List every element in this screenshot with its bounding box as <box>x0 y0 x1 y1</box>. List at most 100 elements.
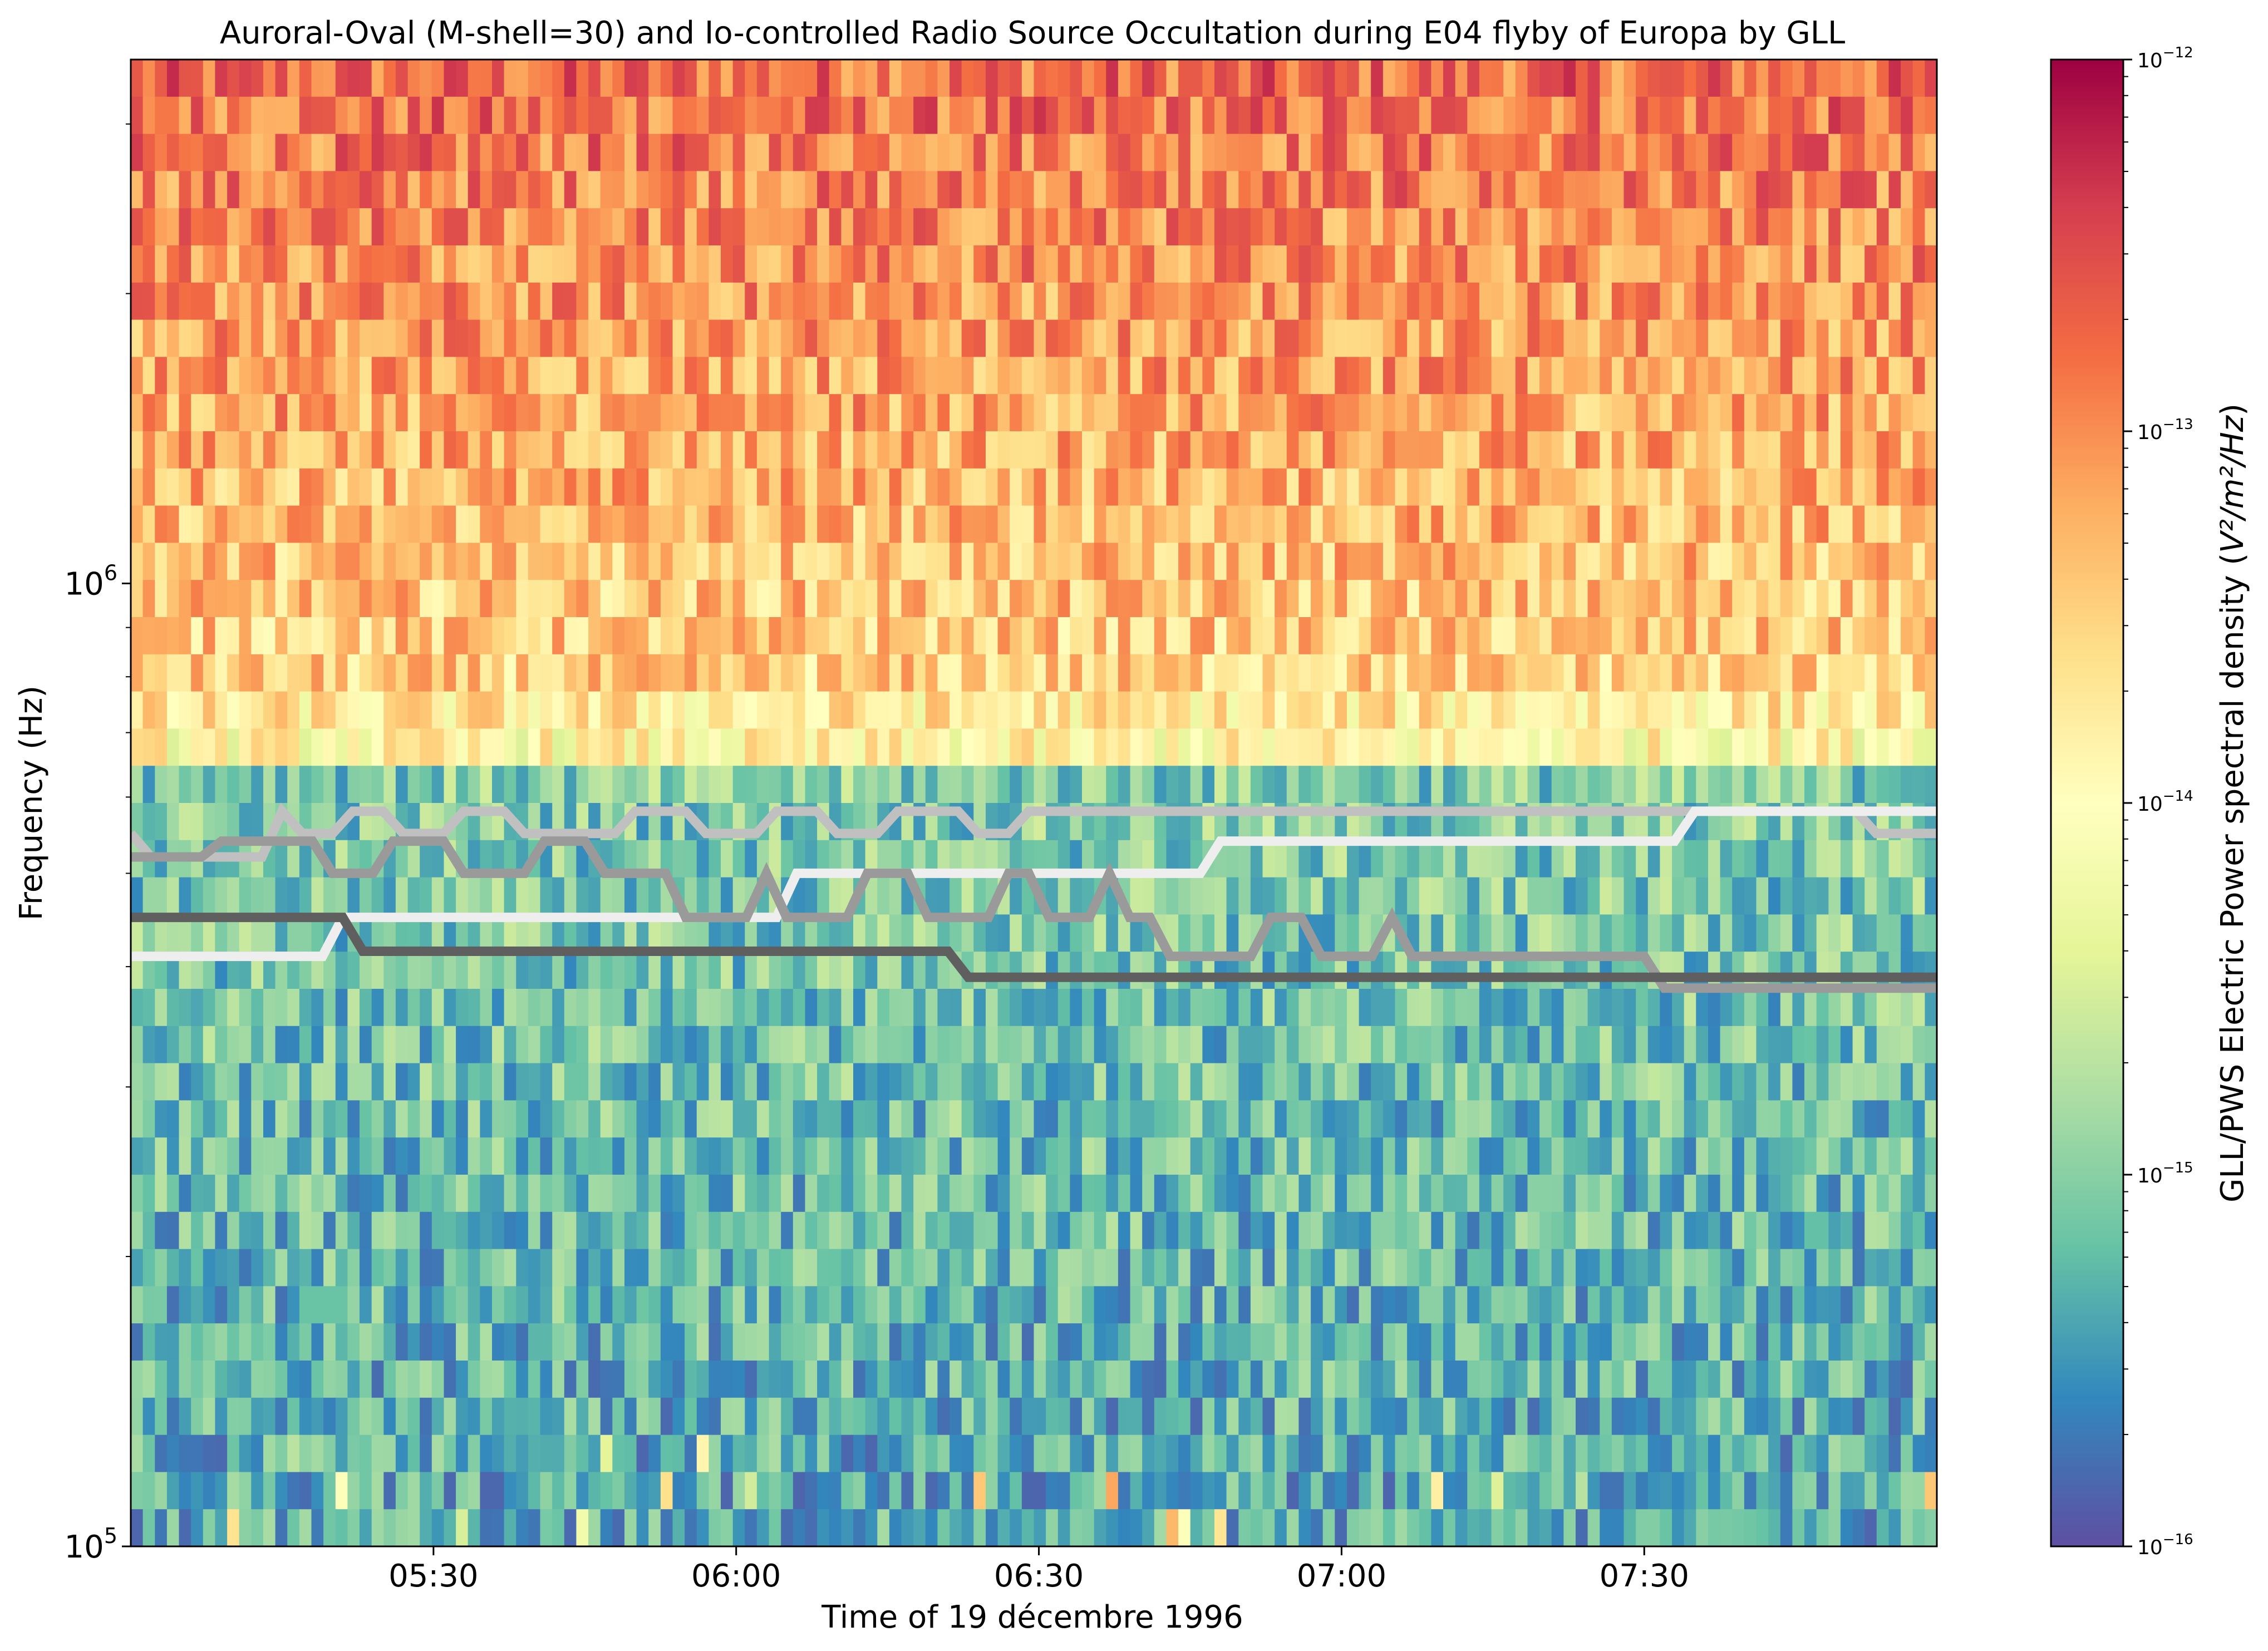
heatmap-cell <box>239 580 252 618</box>
heatmap-cell <box>1298 877 1311 915</box>
heatmap-cell <box>901 952 914 989</box>
heatmap-cell <box>552 1100 565 1138</box>
heatmap-cell <box>588 1100 601 1138</box>
heatmap-cell <box>1503 431 1516 469</box>
heatmap-cell <box>588 989 601 1027</box>
heatmap-cell <box>1094 468 1107 506</box>
heatmap-cell <box>877 989 890 1027</box>
heatmap-cell <box>1238 431 1251 469</box>
heatmap-cell <box>1455 617 1468 655</box>
heatmap-cell <box>961 840 975 878</box>
heatmap-cell <box>1262 208 1275 246</box>
heatmap-cell <box>528 914 541 952</box>
heatmap-cell <box>1720 394 1733 432</box>
heatmap-cell <box>1708 580 1721 618</box>
heatmap-cell <box>937 468 950 506</box>
heatmap-cell <box>1347 319 1360 358</box>
heatmap-cell <box>1021 617 1035 655</box>
heatmap-cell <box>732 1137 746 1175</box>
heatmap-cell <box>1804 877 1817 915</box>
heatmap-cell <box>528 282 541 321</box>
heatmap-cell <box>1901 543 1913 580</box>
heatmap-cell <box>480 357 493 395</box>
heatmap-cell <box>1503 543 1516 580</box>
heatmap-cell <box>732 1211 746 1250</box>
heatmap-cell <box>732 208 746 246</box>
heatmap-cell <box>781 543 794 580</box>
heatmap-cell <box>1491 319 1504 358</box>
heatmap-cell <box>1070 1137 1083 1175</box>
heatmap-cell <box>1828 989 1841 1027</box>
heatmap-cell <box>672 357 685 395</box>
heatmap-cell <box>817 728 830 766</box>
heatmap-cell <box>203 691 216 730</box>
heatmap-cell <box>612 505 625 544</box>
heatmap-cell <box>1864 431 1877 469</box>
heatmap-cell <box>1623 1100 1636 1138</box>
heatmap-cell <box>444 319 456 358</box>
heatmap-cell <box>600 60 613 97</box>
heatmap-cell <box>528 543 541 580</box>
heatmap-cell <box>685 319 697 358</box>
heatmap-cell <box>287 1026 300 1064</box>
heatmap-cell <box>131 468 144 506</box>
heatmap-cell <box>709 1211 721 1250</box>
heatmap-cell <box>805 691 818 730</box>
heatmap-cell <box>1864 208 1877 246</box>
heatmap-cell <box>1166 96 1179 135</box>
heatmap-cell <box>552 580 565 618</box>
heatmap-cell <box>1852 431 1865 469</box>
heatmap-cell <box>1816 1249 1829 1287</box>
heatmap-cell <box>576 877 589 915</box>
heatmap-cell <box>1443 245 1456 283</box>
heatmap-cell <box>937 1137 950 1175</box>
heatmap-cell <box>1539 766 1552 804</box>
heatmap-cell <box>516 319 529 358</box>
heatmap-cell <box>829 728 842 766</box>
heatmap-cell <box>973 877 986 915</box>
heatmap-cell <box>1142 580 1155 618</box>
heatmap-cell <box>1732 691 1745 730</box>
heatmap-cell <box>781 171 794 209</box>
heatmap-cell <box>1587 319 1600 358</box>
heatmap-cell <box>420 1249 432 1287</box>
heatmap-cell <box>1551 1100 1565 1138</box>
heatmap-cell <box>696 914 710 952</box>
heatmap-cell <box>1371 431 1384 469</box>
heatmap-cell <box>504 1063 516 1101</box>
heatmap-cell <box>431 171 445 209</box>
heatmap-cell <box>1587 580 1600 618</box>
heatmap-cell <box>636 617 649 655</box>
heatmap-cell <box>853 1175 866 1213</box>
heatmap-cell <box>1660 580 1672 618</box>
heatmap-cell <box>1214 171 1227 209</box>
heatmap-cell <box>1852 357 1865 395</box>
heatmap-cell <box>1298 1211 1311 1250</box>
heatmap-cell <box>696 1137 710 1175</box>
heatmap-cell <box>251 1175 264 1213</box>
heatmap-cell <box>732 60 746 97</box>
heatmap-cell <box>1467 914 1480 952</box>
heatmap-cell <box>1587 1249 1600 1287</box>
heatmap-cell <box>1780 691 1793 730</box>
heatmap-cell <box>721 319 734 358</box>
heatmap-cell <box>1888 208 1901 246</box>
heatmap-cell <box>1876 840 1890 878</box>
heatmap-cell <box>745 840 757 878</box>
heatmap-cell <box>1660 691 1672 730</box>
heatmap-cell <box>492 60 505 97</box>
heatmap-cell <box>1876 1249 1890 1287</box>
heatmap-cell <box>1840 505 1853 544</box>
heatmap-cell <box>1563 989 1576 1027</box>
heatmap-cell <box>1636 989 1649 1027</box>
heatmap-cell <box>1359 617 1371 655</box>
heatmap-cell <box>1684 914 1697 952</box>
heatmap-cell <box>1876 1100 1890 1138</box>
heatmap-cell <box>986 914 998 952</box>
heatmap-cell <box>1298 245 1311 283</box>
heatmap-cell <box>1298 357 1311 395</box>
heatmap-cell <box>1057 1026 1071 1064</box>
heatmap-cell <box>685 543 697 580</box>
heatmap-cell <box>1034 580 1046 618</box>
heatmap-cell <box>781 394 794 432</box>
